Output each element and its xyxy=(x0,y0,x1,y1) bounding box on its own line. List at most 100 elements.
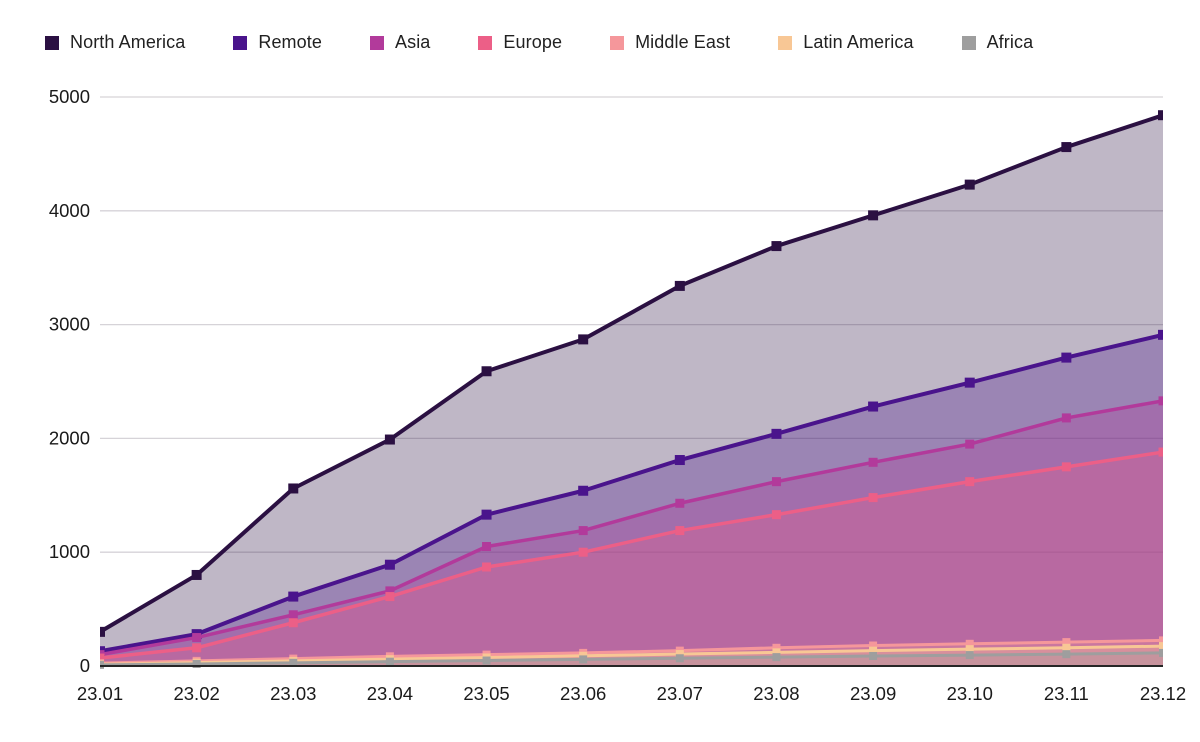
marker-north-america-23.05 xyxy=(481,366,492,377)
line-latin-america xyxy=(100,644,1163,666)
marker-africa-23.02 xyxy=(192,659,201,668)
x-axis-labels: 23.01 23.02 23.03 23.04 23.05 23.06 23.07 23.08… xyxy=(77,683,1186,704)
x-tick-label-23.10: 23.10 xyxy=(947,683,993,704)
marker-remote-23.03 xyxy=(288,591,299,602)
marker-north-america-23.11 xyxy=(1061,142,1072,153)
marker-middle-east-23.10 xyxy=(965,639,974,648)
marker-north-america-23.08 xyxy=(771,241,782,252)
marker-latin-america-23.08 xyxy=(772,648,781,657)
area-remote xyxy=(100,334,1163,666)
legend-swatch-icon xyxy=(45,35,59,50)
legend-item-africa[interactable]: Africa xyxy=(961,32,1034,53)
marker-africa-23.11 xyxy=(1062,650,1071,659)
marker-asia-23.07 xyxy=(675,498,685,508)
chart-legend: North America Remote Asia Europe Middle East… xyxy=(45,32,1190,53)
marker-latin-america-23.07 xyxy=(675,650,684,659)
line-asia xyxy=(100,399,1163,657)
line-europe xyxy=(100,450,1163,660)
marker-europe-23.12 xyxy=(1158,447,1163,457)
line-north-america xyxy=(100,113,1163,634)
marker-africa-23.03 xyxy=(289,658,298,667)
marker-asia-23.02 xyxy=(192,633,202,643)
marker-latin-america-23.09 xyxy=(869,646,878,655)
marker-africa-23.05 xyxy=(482,656,491,665)
y-tick-label-3000: 3000 xyxy=(49,314,90,335)
series-areas xyxy=(100,115,1163,666)
marker-remote-23.07 xyxy=(674,455,685,466)
legend-item-latin-america[interactable]: Latin America xyxy=(778,32,913,53)
line-remote xyxy=(100,332,1163,654)
marker-africa-23.07 xyxy=(675,654,684,663)
marker-africa-23.12 xyxy=(1159,648,1163,657)
marker-asia-23.09 xyxy=(868,457,878,467)
y-tick-label-5000: 5000 xyxy=(49,86,90,107)
line-middle-east xyxy=(100,638,1163,665)
marker-asia-23.08 xyxy=(771,477,781,487)
legend-swatch-icon xyxy=(478,35,493,50)
legend-item-europe[interactable]: Europe xyxy=(478,32,562,53)
marker-remote-23.09 xyxy=(868,401,879,412)
marker-europe-23.08 xyxy=(771,510,781,520)
marker-europe-23.06 xyxy=(578,547,588,557)
legend-item-remote[interactable]: Remote xyxy=(233,32,322,53)
series-lines xyxy=(100,110,1163,669)
marker-north-america-23.03 xyxy=(288,483,299,494)
marker-remote-23.05 xyxy=(481,509,492,520)
x-tick-label-23.07: 23.07 xyxy=(657,683,703,704)
marker-africa-23.09 xyxy=(869,651,878,660)
x-tick-label-23.02: 23.02 xyxy=(173,683,219,704)
marker-latin-america-23.11 xyxy=(1062,643,1071,652)
marker-middle-east-23.12 xyxy=(1159,636,1163,645)
area-europe xyxy=(100,452,1163,666)
x-tick-label-23.03: 23.03 xyxy=(270,683,316,704)
legend-swatch-icon xyxy=(369,35,384,50)
area-north-america xyxy=(100,115,1163,666)
marker-europe-23.02 xyxy=(192,643,202,653)
marker-africa-23.08 xyxy=(772,653,781,662)
x-tick-label-23.05: 23.05 xyxy=(463,683,509,704)
marker-remote-23.06 xyxy=(578,485,589,496)
marker-asia-23.05 xyxy=(482,542,492,552)
marker-europe-23.03 xyxy=(288,618,298,628)
y-tick-label-0: 0 xyxy=(80,655,90,676)
legend-swatch-icon xyxy=(233,35,248,50)
marker-latin-america-23.10 xyxy=(965,645,974,654)
marker-africa-23.10 xyxy=(965,651,974,660)
x-tick-label-23.06: 23.06 xyxy=(560,683,606,704)
x-tick-label-23.12: 23.12 xyxy=(1140,683,1186,704)
marker-north-america-23.07 xyxy=(674,280,685,291)
marker-africa-23.01 xyxy=(100,660,104,669)
marker-europe-23.07 xyxy=(675,526,685,536)
marker-north-america-23.02 xyxy=(191,569,202,580)
marker-middle-east-23.09 xyxy=(869,641,878,650)
marker-north-america-23.09 xyxy=(868,210,879,221)
legend-item-north-america[interactable]: North America xyxy=(45,32,185,53)
y-axis-labels: 0 1000 2000 3000 4000 5000 xyxy=(49,86,90,676)
legend-item-middle-east[interactable]: Middle East xyxy=(610,32,730,53)
marker-africa-23.06 xyxy=(579,655,588,664)
x-tick-label-23.01: 23.01 xyxy=(77,683,123,704)
legend-label: Middle East xyxy=(635,32,731,52)
x-tick-label-23.08: 23.08 xyxy=(753,683,799,704)
marker-europe-23.04 xyxy=(385,592,395,602)
legend-swatch-icon xyxy=(961,35,976,50)
area-asia xyxy=(100,400,1163,666)
marker-north-america-23.10 xyxy=(964,179,975,190)
legend-item-asia[interactable]: Asia xyxy=(369,32,430,53)
line-africa xyxy=(100,651,1163,667)
legend-label: Africa xyxy=(986,32,1034,52)
marker-remote-23.11 xyxy=(1061,352,1072,363)
x-tick-label-23.11: 23.11 xyxy=(1044,683,1089,704)
marker-africa-23.04 xyxy=(385,657,394,666)
legend-label: Latin America xyxy=(803,32,914,52)
x-tick-label-23.04: 23.04 xyxy=(367,683,413,704)
marker-middle-east-23.08 xyxy=(772,643,781,652)
marker-remote-23.10 xyxy=(964,377,975,388)
marker-north-america-23.01 xyxy=(100,626,105,637)
marker-asia-23.03 xyxy=(288,610,298,620)
marker-europe-23.05 xyxy=(482,562,492,572)
x-tick-label-23.09: 23.09 xyxy=(850,683,896,704)
y-tick-label-2000: 2000 xyxy=(49,427,90,448)
